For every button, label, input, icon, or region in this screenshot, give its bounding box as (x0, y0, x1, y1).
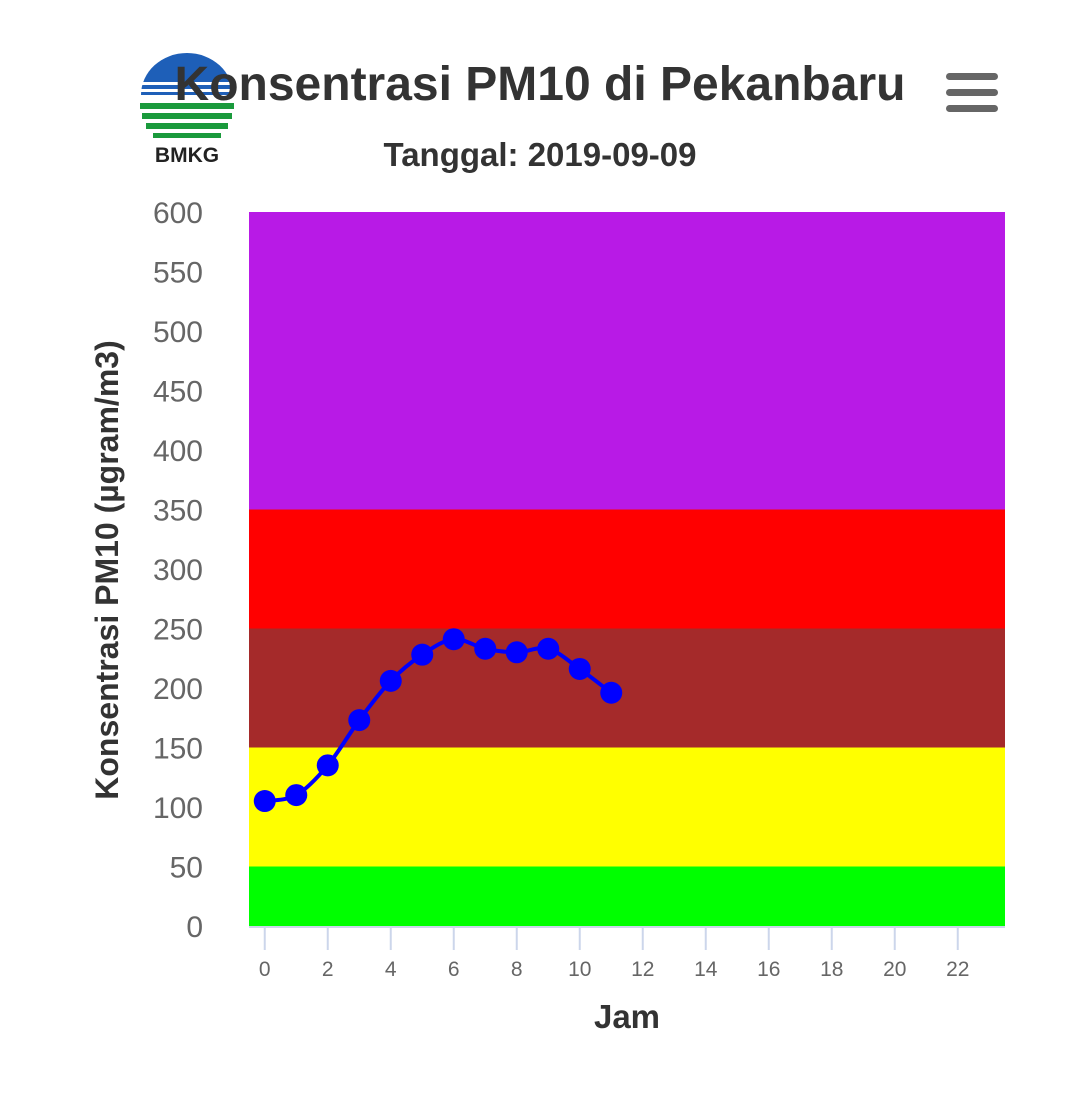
x-tick-label: 20 (883, 958, 906, 981)
x-tick-label: 0 (259, 958, 271, 981)
x-tick-label: 16 (757, 958, 780, 981)
x-tick-label: 10 (568, 958, 591, 981)
data-point[interactable] (253, 790, 276, 813)
x-tick-label: 8 (511, 958, 523, 981)
y-tick-label: 150 (153, 733, 203, 766)
x-tick-label: 12 (631, 958, 654, 981)
band-3 (249, 509, 1005, 629)
y-tick-label: 350 (153, 495, 203, 528)
data-point[interactable] (285, 784, 308, 807)
x-tick-label: 18 (820, 958, 843, 981)
data-point[interactable] (411, 643, 434, 666)
x-tick-label: 4 (385, 958, 397, 981)
y-tick-label: 450 (153, 376, 203, 409)
data-point[interactable] (316, 754, 339, 777)
y-tick-label: 0 (186, 911, 203, 944)
data-point[interactable] (568, 657, 591, 680)
x-axis-label: Jam (594, 998, 660, 1035)
chart-title: Konsentrasi PM10 di Pekanbaru (175, 58, 906, 111)
hamburger-menu-icon[interactable] (940, 68, 1002, 118)
y-tick-label: 500 (153, 316, 203, 349)
y-tick-label: 400 (153, 435, 203, 468)
logo-text: BMKG (155, 144, 219, 167)
x-tick-label: 2 (322, 958, 334, 981)
data-point[interactable] (537, 637, 560, 660)
y-tick-label: 550 (153, 257, 203, 290)
y-tick-label: 600 (153, 197, 203, 230)
x-tick-label: 6 (448, 958, 460, 981)
x-tick-label: 14 (694, 958, 718, 981)
data-point[interactable] (348, 709, 371, 732)
y-axis-label: Konsentrasi PM10 (µgram/m3) (89, 340, 125, 799)
y-tick-label: 200 (153, 673, 203, 706)
x-axis: 0 2 4 6 8 10 12 14 16 18 20 22 (249, 926, 1005, 981)
band-1 (249, 747, 1005, 867)
band-0 (249, 866, 1005, 926)
x-tick-label: 22 (946, 958, 969, 981)
y-tick-label: 100 (153, 792, 203, 825)
category-bands (249, 212, 1005, 926)
band-2 (249, 628, 1005, 748)
y-tick-label: 300 (153, 554, 203, 587)
data-point[interactable] (505, 641, 528, 664)
bmkg-logo: BMKG (140, 53, 234, 167)
data-point[interactable] (379, 669, 402, 692)
y-tick-label: 50 (170, 852, 203, 885)
y-tick-label: 250 (153, 614, 203, 647)
y-axis-ticks: 0 50 100 150 200 250 300 350 400 450 500 550 600 (153, 197, 203, 944)
data-point[interactable] (474, 637, 497, 660)
data-point[interactable] (442, 628, 465, 651)
band-4 (249, 212, 1005, 510)
data-point[interactable] (600, 681, 623, 704)
series-pm10 (253, 628, 623, 813)
chart-subtitle: Tanggal: 2019-09-09 (383, 136, 696, 173)
